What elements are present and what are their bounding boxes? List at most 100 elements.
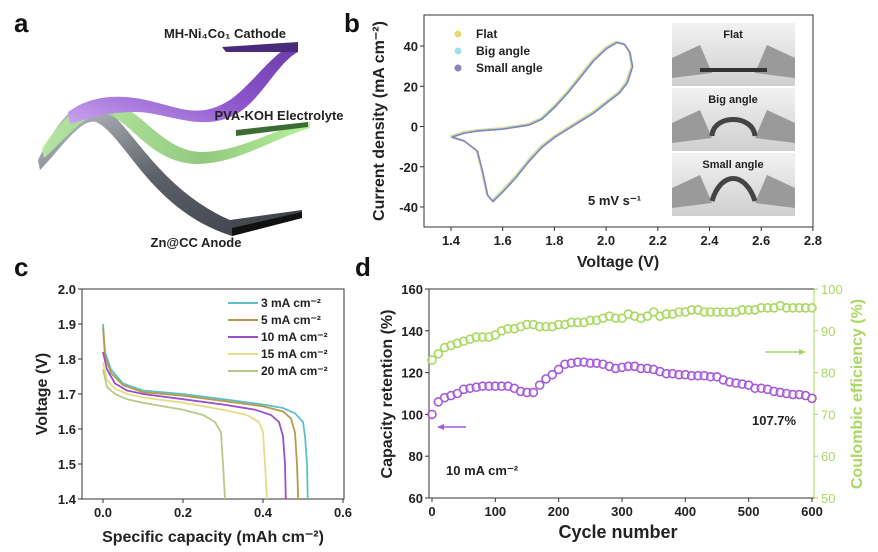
coulombic-efficiency-point	[433, 348, 444, 359]
y-tick-label: 20	[404, 79, 418, 94]
anode-edge	[232, 212, 302, 236]
y-tick-label: 60	[821, 449, 835, 464]
y-tick-label: 120	[401, 366, 423, 381]
y-axis-title: Voltage (V)	[34, 353, 51, 435]
panel-label-d: d	[355, 252, 371, 282]
x-tick-label: 300	[611, 504, 633, 519]
coulombic-efficiency-point	[807, 303, 817, 313]
y-tick-label: 0	[411, 120, 418, 135]
cycling-chart: 0 100 200 300 400 500 600 60 80 100 120 140 160 50 60 7…	[379, 282, 866, 542]
anode-label: Zn@CC Anode	[151, 235, 242, 250]
y-tick-label: 1.6	[58, 422, 76, 437]
plot-frame	[423, 14, 814, 228]
legend-marker	[454, 30, 462, 38]
capacity-retention-point	[534, 380, 545, 390]
cv-curve-flat	[450, 40, 633, 202]
x-tick-label: 400	[674, 504, 696, 519]
panel-label-b: b	[344, 8, 360, 38]
y-tick-label: 1.9	[58, 317, 76, 332]
electrolyte-edge	[236, 122, 308, 136]
x-tick-label: 2.8	[804, 233, 822, 248]
discharge-curve	[102, 362, 268, 500]
x-tick-label: 0	[428, 504, 435, 519]
left-y-axis-title: Capacity retention (%)	[379, 310, 396, 479]
x-tick-label: 0.2	[174, 505, 192, 520]
x-tick-label: 0.0	[94, 505, 112, 520]
right-clamp	[755, 110, 795, 143]
discharge-curve	[102, 323, 309, 500]
inset-label: Small angle	[702, 159, 763, 171]
panel-label-a: a	[14, 8, 29, 38]
right-clamp	[755, 175, 795, 208]
y-tick-label: 60	[409, 491, 423, 506]
y-tick-label: 1.7	[58, 387, 76, 402]
x-tick-label: 100	[484, 504, 506, 519]
left-clamp	[672, 175, 712, 208]
y-tick-label: -40	[399, 200, 418, 215]
y-tick-label: 50	[821, 491, 835, 506]
y-tick-label: 100	[821, 282, 843, 297]
capacity-retention-point	[547, 369, 558, 380]
y-tick-label: 40	[404, 39, 418, 54]
x-tick-label: 500	[738, 504, 760, 519]
y-tick-label: 1.4	[58, 492, 77, 507]
y-tick-label: 2.0	[58, 282, 76, 297]
cathode-label: MH-Ni₄Co₁ Cathode	[164, 26, 286, 41]
final-retention-annotation: 107.7%	[752, 413, 797, 428]
electrolyte-label: PVA-KOH Electrolyte	[214, 108, 343, 123]
y-axis-title: Current density (mA cm⁻²)	[371, 21, 388, 221]
discharge-curve	[102, 369, 226, 500]
discharge-curve	[102, 351, 287, 500]
x-tick-label: 1.4	[442, 233, 461, 248]
y-tick-label: 70	[821, 407, 835, 422]
legend-marker	[454, 64, 462, 72]
x-tick-label: 2.2	[649, 233, 667, 248]
y-tick-label: 1.5	[58, 457, 76, 472]
current-annotation: 10 mA cm⁻²	[446, 463, 519, 478]
cathode-sheet	[68, 42, 298, 124]
battery-bent	[709, 176, 758, 202]
discharge-chart: 0.0 0.2 0.4 0.6 1.4 1.5 1.6 1.7 1.8 1.9 2.0 3 mA c…	[34, 282, 352, 546]
legend-label: Flat	[476, 27, 497, 41]
scan-rate-annotation: 5 mV s⁻¹	[588, 193, 641, 208]
coulombic-efficiency-point	[427, 355, 437, 365]
x-axis-title: Specific capacity (mAh cm⁻²)	[102, 529, 324, 546]
x-axis-title: Voltage (V)	[577, 254, 659, 271]
x-tick-label: 2.6	[752, 233, 770, 248]
y-tick-label: 80	[821, 366, 835, 381]
inset-label: Big angle	[708, 94, 758, 106]
cv-curve-big-angle	[450, 41, 633, 203]
x-tick-label: 200	[548, 504, 570, 519]
x-axis-title: Cycle number	[558, 522, 677, 542]
right-axis-arrow	[765, 349, 806, 355]
capacity-retention-point	[427, 409, 437, 420]
cathode-edge	[222, 42, 298, 52]
capacity-retention-point	[807, 393, 817, 404]
x-tick-label: 600	[801, 504, 823, 519]
cv-chart: 1.4 1.6 1.8 2.0 2.2 2.4 2.6 2.8 -40 -20 0 20 40 Flat…	[371, 14, 822, 271]
photo-inset: Flat Big angle Small angle	[672, 23, 795, 216]
x-tick-label: 0.4	[254, 505, 273, 520]
y-tick-label: 80	[409, 449, 423, 464]
y-tick-label: 100	[401, 407, 423, 422]
legend-label: 20 mA cm⁻²	[261, 364, 328, 378]
x-tick-label: 2.4	[700, 233, 719, 248]
legend: Flat Big angle Small angle	[454, 27, 543, 75]
legend-label: Small angle	[476, 61, 543, 75]
legend-label: Big angle	[476, 44, 530, 58]
legend-marker	[454, 47, 462, 55]
inset-label: Flat	[723, 29, 743, 41]
capacity-retention-point	[553, 364, 564, 375]
x-tick-label: 1.8	[545, 233, 563, 248]
panel-label-c: c	[14, 252, 28, 282]
y-tick-label: -20	[399, 160, 418, 175]
battery-flat	[700, 68, 767, 72]
cv-curve-small-angle	[451, 41, 634, 203]
right-y-axis-title: Coulombic efficiency (%)	[849, 299, 866, 489]
legend: 3 mA cm⁻² 5 mA cm⁻² 10 mA cm⁻² 15 mA cm⁻² 20…	[228, 296, 328, 378]
y-tick-label: 90	[821, 324, 835, 339]
y-tick-label: 1.8	[58, 352, 76, 367]
legend-label: 10 mA cm⁻²	[261, 330, 328, 344]
legend-label: 5 mA cm⁻²	[261, 313, 321, 327]
